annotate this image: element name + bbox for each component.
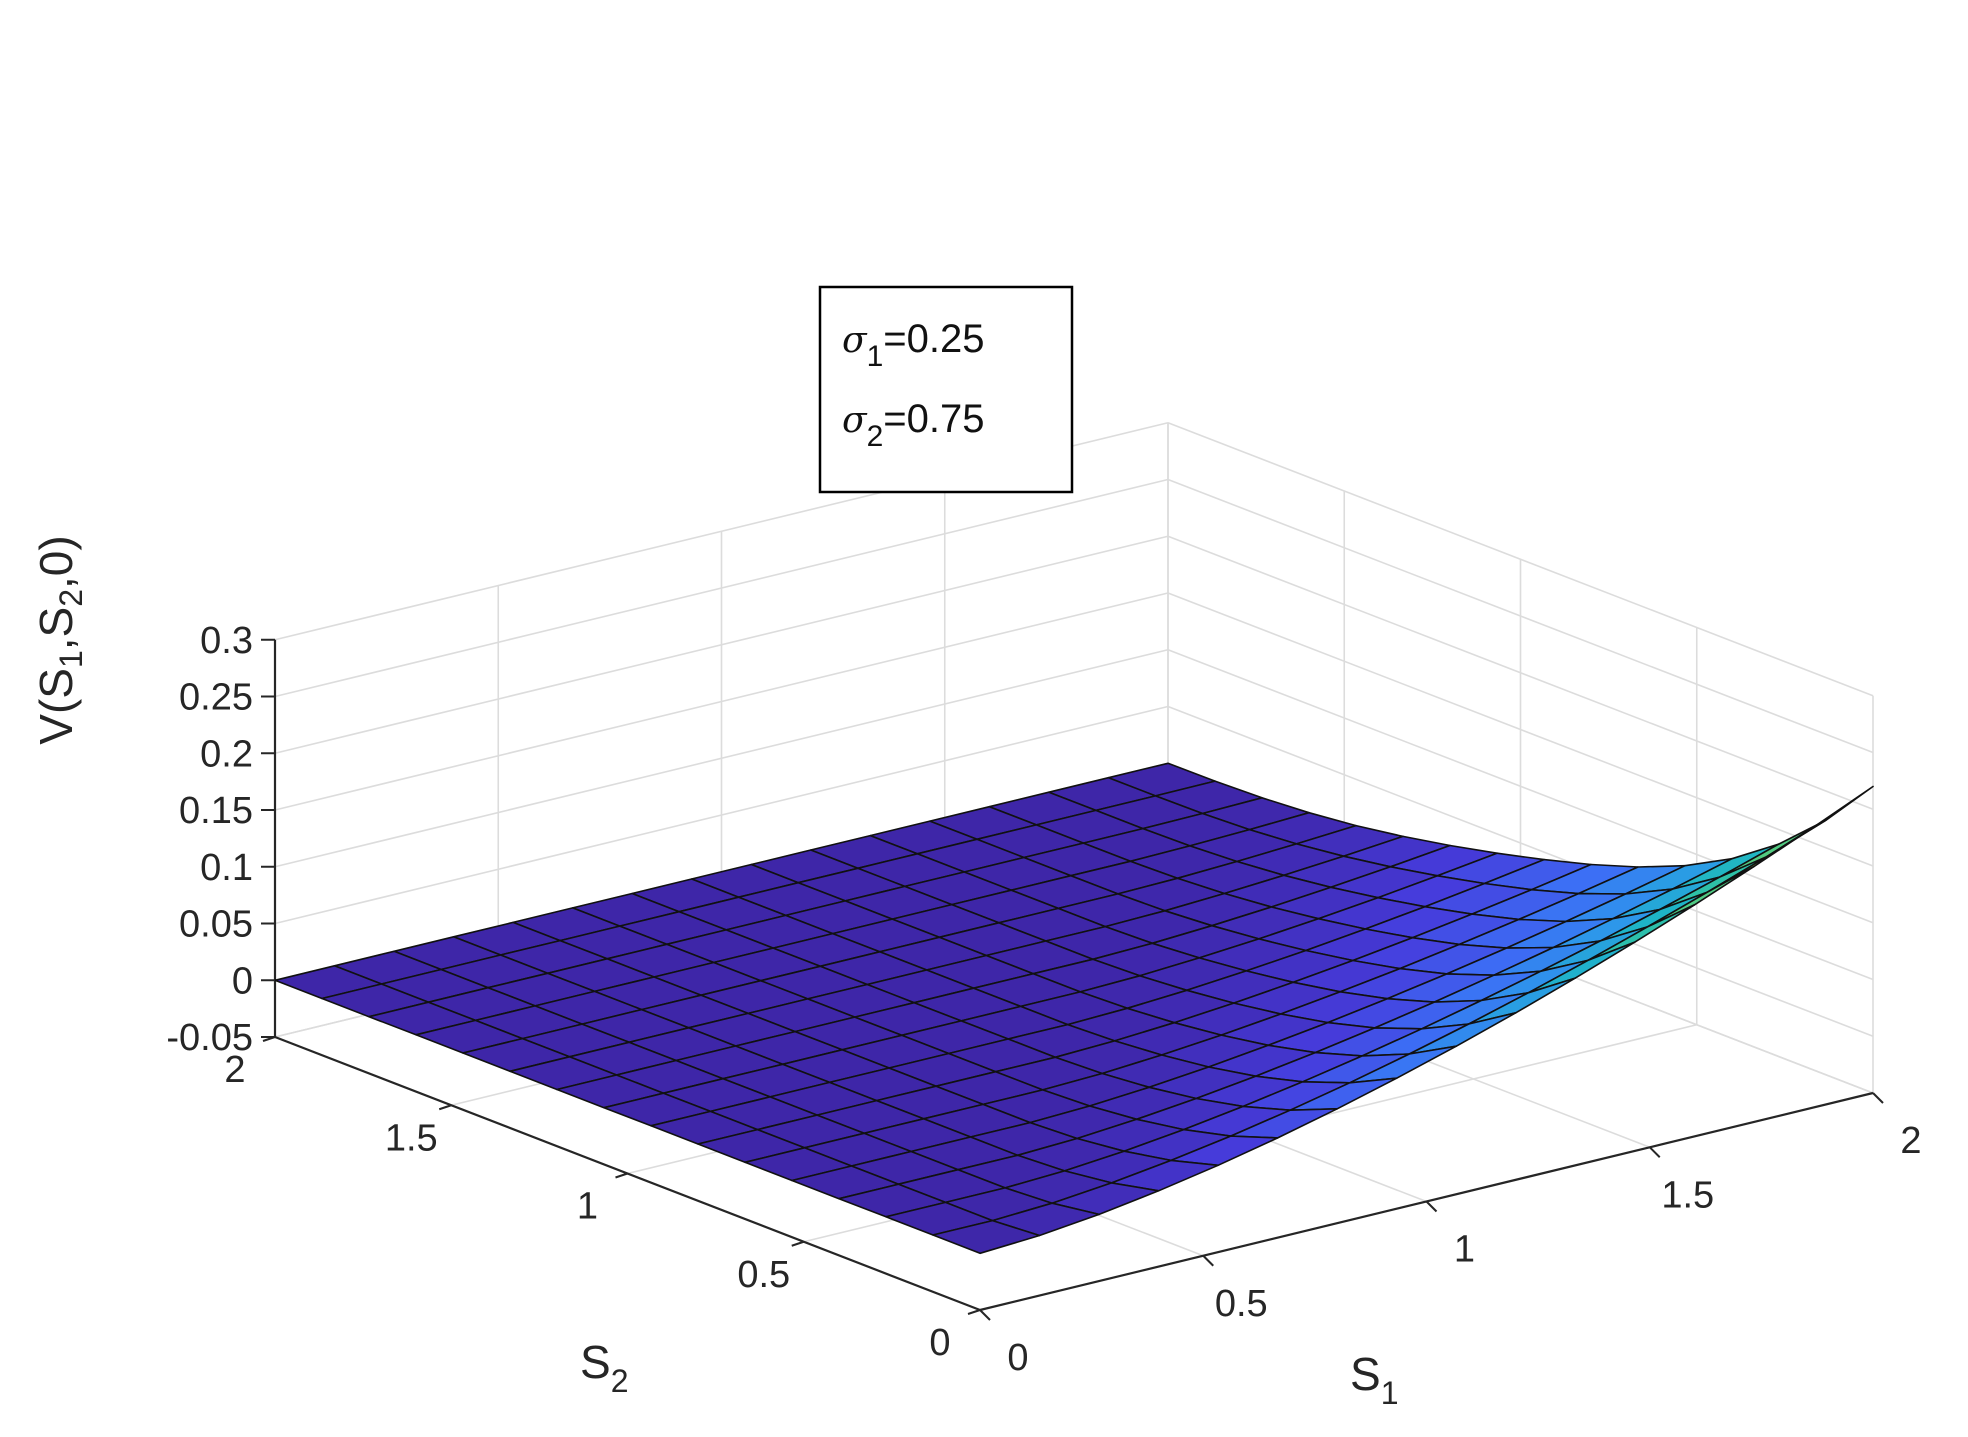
z-tick-label: 0.2 (200, 733, 253, 775)
s2-tick-mark (791, 1240, 805, 1247)
sigma1-text: σ1=0.25 (842, 317, 984, 373)
s2-tick-label: 0.5 (737, 1254, 790, 1296)
s1-tick-label: 2 (1900, 1120, 1921, 1162)
surface-mesh (274, 762, 1874, 1255)
s2-tick-label: 1 (577, 1186, 598, 1228)
s1-tick-label: 1.5 (1661, 1174, 1714, 1216)
s1-axis-ticks: 0 0.5 1 1.5 2 (979, 1092, 1922, 1379)
s1-tick-label: 1 (1454, 1229, 1475, 1271)
sigma-annotation: σ1=0.25 σ2=0.75 (818, 285, 1074, 494)
s2-tick-mark (615, 1172, 628, 1179)
s1-tick-mark (1425, 1200, 1438, 1213)
z-axis-label: V(S1,S2,0) (30, 535, 89, 744)
s1-tick-mark (1649, 1146, 1661, 1158)
s1-tick-label: 0.5 (1215, 1283, 1268, 1325)
s2-tick-label: 0 (929, 1322, 950, 1364)
s1-axis-label: S1 (1350, 1348, 1398, 1411)
s1-tick-mark (1872, 1092, 1884, 1104)
s2-tick-label: 1.5 (385, 1117, 438, 1159)
s2-tick-mark (438, 1104, 452, 1111)
z-tick-label: -0.05 (166, 1017, 253, 1059)
s2-axis-ticks: 0 0.5 1 1.5 2 (224, 1036, 981, 1364)
z-tick-label: 0.15 (179, 790, 253, 832)
z-tick-label: 0.1 (200, 847, 253, 889)
s1-tick-mark (1202, 1255, 1214, 1267)
s2-tick-mark (262, 1036, 276, 1042)
z-tick-label: 0 (232, 960, 253, 1002)
s1-tick-mark (979, 1309, 991, 1321)
z-tick-label: 0.05 (179, 904, 253, 946)
z-tick-label: 0.25 (179, 677, 253, 719)
annotation-box (818, 285, 1074, 494)
z-tick-label: 0.3 (200, 620, 253, 662)
s2-tick-label: 2 (224, 1049, 245, 1091)
z-axis-ticks: -0.05 0 0.05 0.1 0.15 0.2 0.25 0.3 (166, 620, 275, 1059)
s2-tick-mark (967, 1309, 981, 1315)
s1-tick-label: 0 (1007, 1337, 1028, 1379)
s2-axis-label: S2 (580, 1336, 628, 1399)
sigma2-text: σ2=0.75 (842, 397, 984, 453)
surface-patch (932, 1219, 1041, 1255)
